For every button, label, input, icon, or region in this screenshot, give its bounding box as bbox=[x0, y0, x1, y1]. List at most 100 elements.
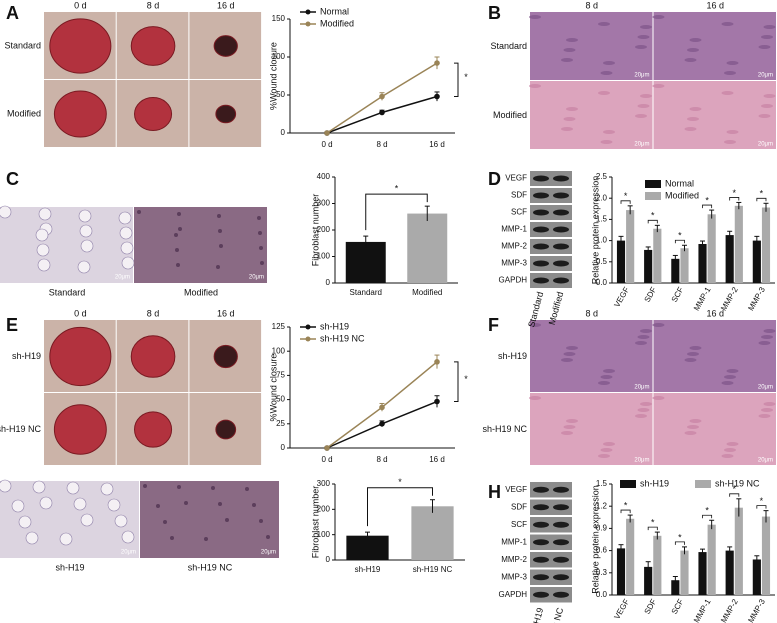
wound bbox=[215, 104, 237, 124]
bracket bbox=[674, 541, 685, 545]
row-label: Modified bbox=[7, 108, 41, 118]
band bbox=[553, 277, 569, 284]
tissue bbox=[119, 226, 133, 240]
bracket bbox=[756, 505, 767, 509]
histology bbox=[0, 207, 133, 283]
blot bbox=[530, 517, 572, 533]
y-tick-label: 50 bbox=[276, 90, 285, 99]
tissue bbox=[114, 514, 128, 528]
band bbox=[533, 243, 549, 250]
tissue bbox=[724, 448, 736, 452]
tissue bbox=[529, 84, 541, 88]
tissue bbox=[177, 212, 181, 216]
tissue bbox=[721, 91, 734, 95]
tissue bbox=[640, 329, 652, 333]
band bbox=[533, 556, 549, 563]
tissue bbox=[689, 419, 702, 423]
annotation: * bbox=[678, 532, 682, 542]
band bbox=[533, 539, 549, 546]
wound bbox=[130, 26, 176, 66]
scale-bar: 20μm bbox=[758, 73, 773, 79]
protein-label: GAPDH bbox=[499, 590, 528, 599]
tissue bbox=[598, 91, 610, 95]
protein-label: MMP-1 bbox=[501, 225, 527, 234]
scale-bar: 20μm bbox=[634, 142, 649, 148]
y-tick-label: 0 bbox=[281, 128, 286, 137]
blot bbox=[530, 482, 572, 498]
x-tick-label: VEGF bbox=[612, 285, 631, 308]
y-tick-label: 150 bbox=[272, 14, 286, 23]
tissue bbox=[684, 358, 697, 362]
y-tick-label: 100 bbox=[317, 252, 331, 261]
x-tick-label: 8 d bbox=[376, 140, 387, 149]
tissue bbox=[225, 518, 229, 522]
caption: sh-H19 NC bbox=[188, 562, 233, 572]
marker bbox=[379, 109, 385, 116]
tissue bbox=[18, 515, 32, 529]
scale-bar: 20μm bbox=[634, 73, 649, 79]
tissue bbox=[635, 114, 647, 118]
bar bbox=[734, 507, 743, 595]
y-tick-label: 100 bbox=[272, 52, 286, 61]
marker bbox=[434, 60, 440, 66]
histology bbox=[530, 393, 653, 465]
blot bbox=[530, 205, 572, 220]
tissue bbox=[721, 22, 734, 26]
protein-label: SCF bbox=[511, 208, 527, 217]
tissue bbox=[163, 520, 167, 524]
band bbox=[553, 486, 569, 493]
y-tick-label: 200 bbox=[317, 504, 331, 513]
legend-swatch bbox=[620, 480, 636, 488]
tissue bbox=[563, 425, 576, 429]
tissue bbox=[637, 35, 650, 39]
legend-label: Modified bbox=[665, 190, 699, 200]
y-tick-label: 300 bbox=[317, 479, 331, 488]
panel-letter: C bbox=[6, 169, 19, 189]
y-tick-label: 2.0 bbox=[596, 193, 608, 202]
tissue bbox=[640, 94, 652, 98]
tissue bbox=[176, 263, 180, 267]
legend-marker bbox=[305, 21, 311, 27]
bar bbox=[644, 249, 653, 283]
tissue bbox=[0, 479, 12, 493]
blot bbox=[530, 188, 572, 203]
bar bbox=[411, 506, 454, 560]
protein-label: MMP-1 bbox=[501, 537, 527, 546]
marker bbox=[379, 404, 385, 411]
bar bbox=[698, 552, 707, 595]
scale-bar: 20μm bbox=[115, 275, 130, 281]
annotation: * bbox=[651, 517, 655, 527]
tissue bbox=[724, 140, 736, 144]
blot bbox=[530, 256, 572, 271]
histology bbox=[530, 320, 653, 392]
tissue bbox=[640, 402, 652, 406]
bracket bbox=[454, 361, 459, 403]
tissue bbox=[689, 107, 702, 111]
band bbox=[553, 539, 569, 546]
tissue bbox=[38, 207, 52, 221]
tissue bbox=[761, 335, 773, 339]
tissue bbox=[563, 48, 576, 52]
tissue bbox=[687, 352, 699, 356]
bar bbox=[616, 240, 626, 283]
column-label: 8 d bbox=[147, 308, 160, 318]
column-label: 0 d bbox=[74, 0, 87, 10]
bar bbox=[644, 566, 653, 595]
tissue bbox=[652, 396, 665, 400]
tissue bbox=[687, 425, 699, 429]
row-label: sh-H19 bbox=[498, 351, 527, 361]
row-label: sh-H19 NC bbox=[0, 424, 41, 434]
panel-letter: A bbox=[6, 3, 19, 23]
bracket bbox=[729, 493, 740, 497]
y-tick-label: 400 bbox=[317, 172, 331, 181]
protein-label: MMP-2 bbox=[501, 555, 527, 564]
tissue bbox=[635, 414, 647, 418]
tissue bbox=[763, 25, 776, 29]
caption: Modified bbox=[184, 287, 218, 297]
tissue bbox=[561, 127, 573, 131]
marker bbox=[379, 421, 385, 427]
tissue bbox=[687, 117, 699, 121]
blot bbox=[530, 171, 572, 186]
bar bbox=[734, 205, 743, 283]
